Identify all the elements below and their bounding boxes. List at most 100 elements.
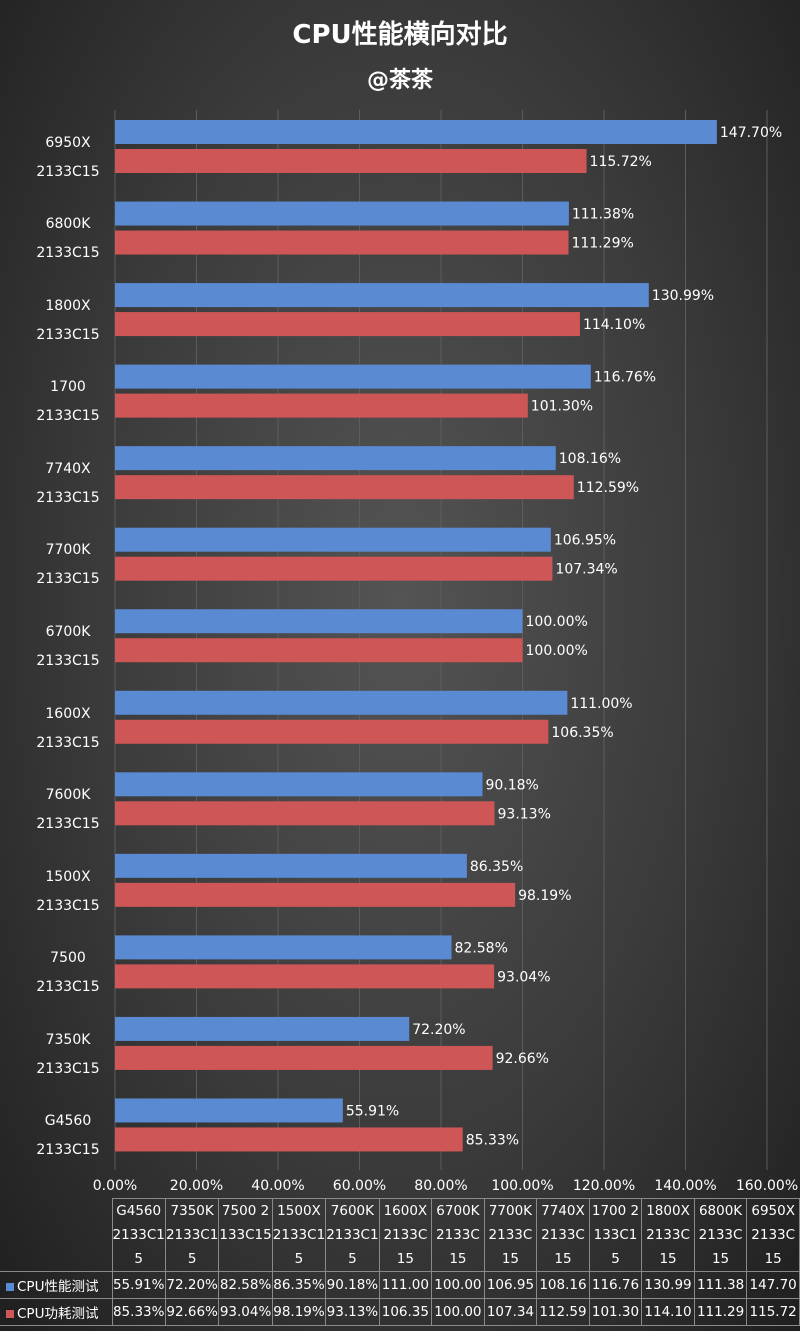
table-header-cell: 7350K 2133C15 [164, 1198, 220, 1272]
table-cell: 92.66% [164, 1298, 220, 1326]
table-cell: 100.00 [431, 1298, 485, 1326]
bar [115, 475, 574, 500]
table-cell: 114.10 [641, 1298, 695, 1326]
data-label: 101.30% [531, 399, 593, 415]
data-label: 86.35% [470, 859, 523, 875]
table-cell: 101.30 [588, 1298, 643, 1326]
category-label: 7500 2133C15 [36, 950, 100, 996]
table-cell: 72.20% [164, 1271, 220, 1299]
table-header-cell: 7740X 2133C15 [536, 1198, 590, 1272]
table-header-cell: 7600K 2133C15 [325, 1198, 380, 1272]
data-label: 116.76% [594, 370, 656, 386]
bar [115, 120, 717, 144]
table-cell: 55.91% [111, 1271, 166, 1299]
bar [115, 772, 483, 797]
bar [115, 393, 528, 418]
data-label: 100.00% [526, 614, 588, 630]
table-cell: 100.00 [431, 1271, 485, 1299]
table-cell: 90.18% [325, 1271, 380, 1299]
table-cell: 85.33% [111, 1298, 166, 1326]
table-cell: 106.95 [483, 1271, 538, 1299]
data-label: 111.29% [572, 236, 634, 252]
x-tick-label: 80.00% [414, 1178, 467, 1194]
table-row: CPU功耗测试 85.33% 92.66% 93.04% 98.19% 93.13% 106… [0, 1298, 800, 1326]
table-header-cell: 1700 2133C15 [588, 1198, 643, 1272]
table-cell: 111.29 [693, 1298, 748, 1326]
category-label: 6950X 2133C15 [36, 134, 100, 180]
bar [115, 1098, 343, 1123]
category-label: 7700K 2133C15 [36, 542, 100, 588]
data-label: 93.13% [498, 806, 551, 822]
table-cell: 82.58% [218, 1271, 273, 1299]
table-header-row: G4560 2133C15 7350K 2133C15 7500 2133C15 15… [0, 1198, 800, 1272]
data-label: 98.19% [518, 888, 571, 904]
table-cell: 107.34 [483, 1298, 538, 1326]
table-row: CPU性能测试 55.91% 72.20% 82.58% 86.35% 90.18% 111… [0, 1271, 800, 1299]
data-label: 114.10% [583, 317, 645, 333]
table-cell: 115.72 [746, 1298, 800, 1326]
legend-label: CPU功耗测试 [17, 1306, 99, 1322]
bar [115, 1127, 463, 1152]
x-tick-label: 60.00% [333, 1178, 386, 1194]
data-table: G4560 2133C15 7350K 2133C15 7500 2133C15 15… [0, 1198, 800, 1326]
table-series-cell: CPU功耗测试 [0, 1298, 113, 1326]
data-label: 115.72% [590, 154, 652, 170]
bar [115, 230, 569, 255]
table-cell: 130.99 [641, 1271, 695, 1299]
bar [115, 609, 523, 634]
table-cell: 112.59 [536, 1298, 590, 1326]
table-header-cell: 1600X 2133C15 [378, 1198, 433, 1272]
category-label: 1600X 2133C15 [36, 705, 100, 751]
category-label: 1800X 2133C15 [36, 297, 100, 343]
category-label: 7350K 2133C15 [36, 1031, 100, 1077]
chart-subtitle: @茶茶 [366, 68, 433, 93]
data-label: 72.20% [412, 1022, 465, 1038]
data-label: 82.58% [455, 940, 508, 956]
table-header-cell: 7700K 2133C15 [483, 1198, 538, 1272]
table-header-cell: 1500X 2133C15 [271, 1198, 327, 1272]
data-label: 111.38% [572, 207, 634, 223]
table-header-cell: 1800X 2133C15 [641, 1198, 695, 1272]
table-cell: 116.76 [588, 1271, 643, 1299]
x-tick-label: 160.00% [736, 1178, 798, 1194]
bar [115, 1016, 410, 1041]
category-label: 6700K 2133C15 [36, 624, 100, 669]
data-label: 111.00% [570, 696, 632, 712]
bar [115, 364, 591, 389]
table-cell: 93.13% [325, 1298, 380, 1326]
table-header-cell: 7500 2133C15 [218, 1198, 273, 1272]
table-cell: 111.00 [378, 1271, 433, 1299]
table-cell: 111.38 [693, 1271, 748, 1299]
legend-key [6, 1310, 14, 1318]
x-tick-label: 140.00% [654, 1178, 716, 1194]
x-tick-label: 20.00% [170, 1178, 223, 1194]
category-label: 7600K 2133C15 [36, 787, 100, 833]
data-label: 100.00% [526, 643, 588, 659]
table-cell: 98.19% [271, 1298, 327, 1326]
x-tick-label: 120.00% [573, 1178, 635, 1194]
bar [115, 882, 516, 907]
chart-title: CPU性能横向对比 [292, 20, 508, 50]
bar [115, 935, 452, 960]
data-label: 85.33% [466, 1132, 519, 1148]
x-tick-label: 40.00% [251, 1178, 304, 1194]
data-label: 92.66% [496, 1051, 549, 1067]
data-label: 93.04% [497, 969, 550, 985]
table-corner [0, 1198, 113, 1272]
table-cell: 108.16 [536, 1271, 590, 1299]
data-label: 106.95% [554, 533, 616, 549]
bar [115, 801, 495, 826]
bar [115, 1045, 493, 1070]
bar [115, 527, 551, 552]
table-cell: 106.35 [378, 1298, 433, 1326]
table-cell: 147.70 [746, 1271, 800, 1299]
bar [115, 312, 580, 337]
data-label: 90.18% [485, 777, 538, 793]
table-header-cell: 6700K 2133C15 [431, 1198, 485, 1272]
legend-label: CPU性能测试 [17, 1279, 99, 1295]
legend-key [6, 1283, 14, 1291]
table-header-cell: G4560 2133C15 [111, 1198, 166, 1272]
bar [115, 719, 549, 744]
